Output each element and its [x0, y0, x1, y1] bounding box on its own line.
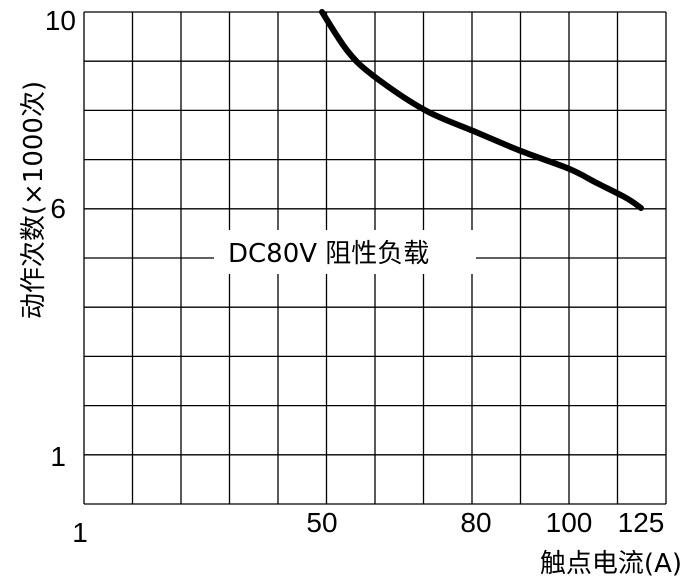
- series-layer: [319, 9, 644, 211]
- annotation-box: [214, 230, 476, 274]
- y-tick-label-6: 6: [50, 193, 66, 224]
- annotation-background: [214, 230, 476, 274]
- x-tick-label-1: 1: [72, 517, 88, 548]
- series-line-0: [319, 9, 644, 211]
- y-tick-label-1: 1: [50, 441, 66, 472]
- x-tick-label-50: 50: [306, 507, 337, 538]
- y-tick-label-10: 10: [45, 5, 76, 36]
- x-tick-label-125: 125: [618, 507, 665, 538]
- grid: [83, 11, 667, 505]
- y-axis-title: 动作次数(×1000次): [19, 81, 49, 319]
- x-tick-label-80: 80: [460, 507, 491, 538]
- load-annotation: DC80V 阻性负载: [228, 239, 429, 269]
- x-tick-label-100: 100: [546, 507, 593, 538]
- x-axis-title: 触点电流(A): [540, 549, 682, 579]
